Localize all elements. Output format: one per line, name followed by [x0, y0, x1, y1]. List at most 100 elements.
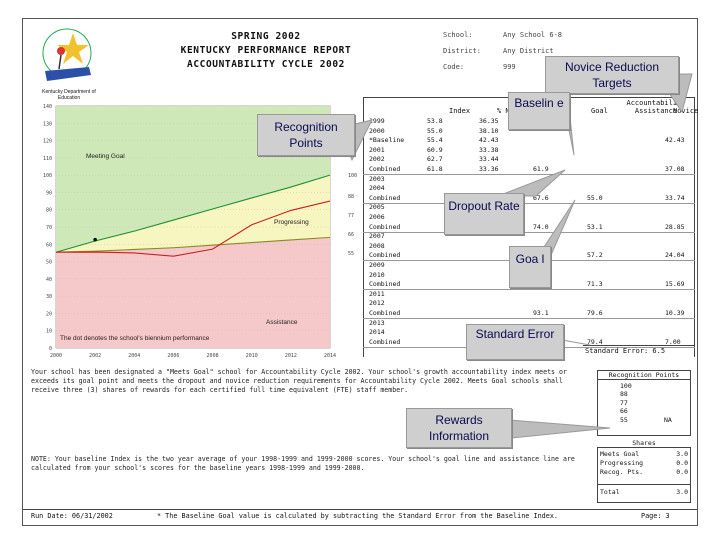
table-cell: Combined: [369, 165, 401, 173]
kentucky-doe-logo: [42, 28, 92, 81]
callout-standard-error: Standard Error: [466, 324, 564, 360]
table-cell: 2003: [369, 174, 385, 183]
table-cell: 2010: [369, 270, 385, 279]
recognition-points-value: 88: [620, 390, 628, 399]
header-novice: Novice: [673, 107, 699, 115]
table-row: *Baseline 55.4 42.43 42.43: [363, 136, 695, 146]
table-row: Combined 93.1 79.6 10.39: [363, 309, 695, 319]
accountability-table: Index % Novice Goal Accountability Assis…: [363, 97, 699, 357]
y-tick-label: 0: [49, 346, 52, 352]
table-cell: 57.2: [587, 251, 603, 260]
chart-note: The dot denotes the school's biennium pe…: [60, 335, 210, 342]
table-cell: 37.08: [665, 165, 685, 173]
table-cell: 2001: [369, 145, 385, 154]
table-row: 2012: [363, 299, 695, 309]
right-tick-label: 66: [348, 232, 354, 238]
baseline-note: NOTE: Your baseline Index is the two yea…: [31, 455, 575, 472]
district-value: Any District: [503, 47, 554, 55]
table-row: 2001 60.9 33.38: [363, 146, 695, 156]
recognition-points-value: 100: [620, 382, 632, 390]
shares-value: 3.0: [676, 450, 688, 458]
table-row: 1999 53.8 36.35: [363, 117, 695, 127]
shares-row: Meets Goal 3.0: [600, 450, 688, 458]
callout-rewards-information: Rewards Information: [406, 408, 512, 448]
table-cell: 67.6: [533, 193, 549, 202]
table-cell: Combined: [369, 309, 401, 317]
y-tick-label: 60: [46, 242, 52, 248]
y-tick-label: 110: [43, 156, 52, 162]
recognition-points-value: 55: [620, 415, 628, 424]
x-tick-label: 2002: [89, 353, 101, 359]
logo-caption: Kentucky Department of Education: [42, 89, 96, 101]
callout-standard-error-text: Standard Error: [475, 327, 555, 341]
school-label: School:: [443, 31, 473, 39]
callout-baseline-text: Baselin e: [514, 96, 564, 110]
code-label: Code:: [443, 63, 465, 71]
table-cell: 24.04: [665, 251, 685, 260]
y-tick-label: 70: [46, 225, 52, 231]
table-row: 2004: [363, 184, 695, 194]
callout-novice-text: Novice Reduction Targets: [564, 60, 660, 90]
table-cell: Combined: [369, 222, 401, 231]
table-cell: 71.3: [587, 280, 603, 289]
shares-title: Shares: [632, 439, 656, 447]
table-row: 2009: [363, 261, 695, 271]
shares-value: 0.0: [676, 459, 688, 467]
table-cell: Combined: [369, 280, 401, 289]
report-title-line3: ACCOUNTABILITY CYCLE 2002: [187, 59, 345, 70]
table-cell: 53.1: [587, 222, 603, 231]
meeting-goal-line: [55, 174, 331, 253]
table-cell: 42.43: [665, 136, 685, 145]
table-cell: 62.7: [427, 155, 443, 164]
table-cell: 33.74: [665, 193, 685, 202]
assistance-region: [56, 237, 330, 348]
table-cell: 55.0: [427, 126, 443, 135]
table-row: 2003: [363, 175, 695, 185]
shares-box: Shares Meets Goal 3.0 Progressing 0.0 Recog.…: [597, 439, 691, 503]
label-meeting-goal: Meeting Goal: [86, 153, 125, 160]
table-row: 2000 55.0 38.10: [363, 127, 695, 137]
shares-label: Meets Goal: [600, 450, 640, 458]
table-cell: 61.9: [533, 165, 549, 173]
table-cell: 42.43: [479, 136, 499, 145]
table-cell: 33.36: [479, 165, 499, 173]
callout-baseline: Baselin e: [508, 92, 570, 130]
designation-paragraph: Your school has been designated a "Meets…: [31, 368, 567, 394]
x-tick-label: 2010: [246, 353, 258, 359]
y-tick-label: 50: [46, 260, 52, 266]
table-cell: 1999: [369, 117, 385, 125]
table-cell: 74.0: [533, 222, 549, 231]
table-cell: 33.44: [479, 155, 499, 164]
table-cell: 2014: [369, 328, 385, 337]
table-row: Combined 67.6 55.0 33.74: [363, 194, 695, 204]
table-cell: 53.8: [427, 117, 443, 125]
y-tick-label: 90: [46, 190, 52, 196]
page-number: Page: 3: [641, 512, 670, 520]
table-cell: Combined: [369, 193, 401, 202]
shares-label: Progressing: [600, 459, 644, 467]
recognition-points-value: NA: [664, 415, 672, 424]
callout-rewards-text: Rewards Information: [428, 413, 490, 443]
report-title-line1: SPRING 2002: [231, 31, 301, 42]
callout-novice-reduction: Novice Reduction Targets: [545, 56, 679, 94]
table-cell: 79.4: [587, 337, 603, 346]
shares-label: Recog. Pts.: [600, 468, 644, 476]
shares-row: Progressing 0.0: [600, 459, 688, 467]
school-value: Any School 6-8: [503, 31, 563, 39]
table-row: Combined 74.0 53.1 28.85: [363, 223, 695, 233]
y-tick-label: 100: [43, 173, 52, 179]
run-date: Run Date: 06/31/2002: [31, 512, 113, 520]
table-cell: 2007: [369, 232, 385, 241]
table-cell: 93.1: [533, 309, 549, 317]
table-row: 2005: [363, 203, 695, 213]
baseline-footnote: * The Baseline Goal value is calculated …: [157, 512, 559, 520]
table-row: Combined 61.8 33.36 61.9 37.08: [363, 165, 695, 175]
callout-dropout-text: Dropout Rate: [448, 199, 520, 213]
progressing-line: [55, 236, 331, 253]
table-cell: 2006: [369, 213, 385, 221]
right-tick-label: 77: [348, 213, 354, 219]
x-tick-label: 2000: [50, 353, 62, 359]
table-cell: 79.6: [587, 309, 603, 317]
school-performance-dot: [93, 237, 97, 242]
right-tick-label: 100: [348, 173, 357, 179]
